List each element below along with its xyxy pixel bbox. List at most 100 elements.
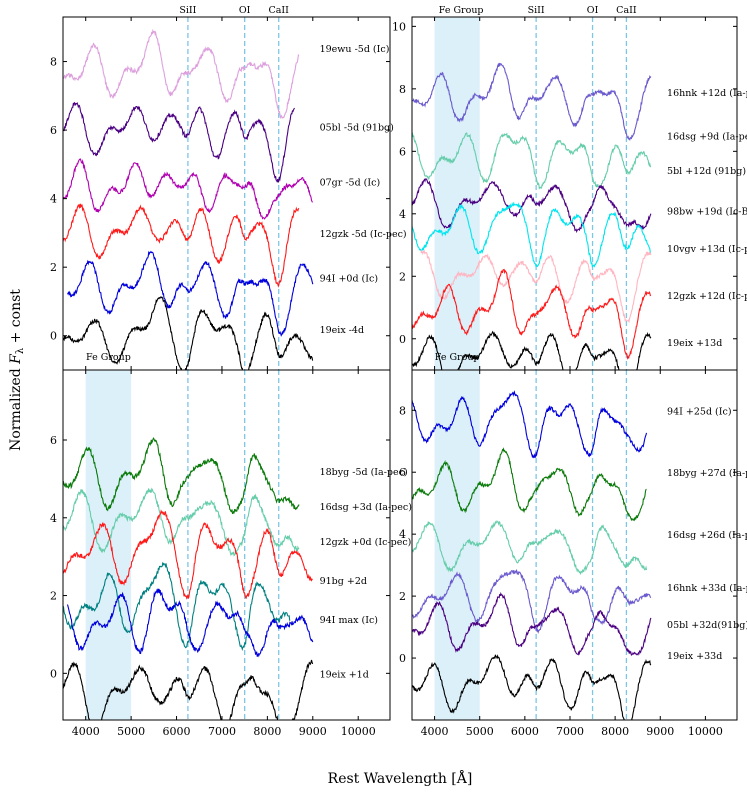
spectrum-label: 16dsg +26d (Ia-pec)	[667, 530, 747, 541]
spectrum-line-16hnk-12d-ia-pec-	[412, 62, 652, 141]
x-tick-label: 7000	[208, 725, 236, 738]
y-axis-title-tail: + const	[8, 289, 24, 348]
spectrum-line-94i-0d-ic-	[67, 250, 314, 337]
spectrum-label: 07gr -5d (Ic)	[320, 178, 381, 189]
panel-bottom-right: Fe Group 94I +25d (Ic) 18byg +27d (Ia-pec)…	[399, 352, 747, 738]
y-tick-label: 4	[399, 208, 406, 221]
line-label-oi: OI	[239, 5, 251, 16]
spectrum-label: 5bl +12d (91bg)	[667, 166, 746, 177]
fe-group-label: Fe Group	[435, 352, 480, 363]
x-tick-label: 4000	[72, 725, 100, 738]
spectrum-line-98bw-19d-ic-bl-	[412, 201, 652, 268]
x-tick-label: 7000	[556, 725, 584, 738]
spectrum-label: 19eix -4d	[320, 325, 364, 336]
line-label-oi: OI	[587, 5, 599, 16]
y-tick-label: 6	[399, 466, 406, 479]
spectrum-line-94i-25d-ic-	[412, 390, 648, 459]
y-tick-label: 0	[50, 330, 57, 343]
y-axis-title-main: Normalized	[8, 364, 24, 451]
line-label-siii: SiII	[179, 5, 196, 16]
spectrum-label: 16hnk +33d (Ia-pec)	[667, 583, 747, 594]
y-tick-label: 0	[399, 652, 406, 665]
fe-group-region	[434, 370, 480, 720]
y-axis-title-symbol: F	[8, 353, 24, 365]
spectrum-line-12gzk-12d-ic-pec-	[412, 268, 652, 360]
spectrum-line-05bl-32d-91bg-	[412, 591, 652, 656]
panel-top-left: SiII OI CaII 19ewu -5d (Ic) 05bl -5d (91bg) 0…	[50, 5, 407, 371]
fe-group-label: Fe Group	[86, 352, 131, 363]
y-axis-title-subscript: λ	[15, 347, 26, 354]
spectrum-label: 16dsg +3d (Ia-pec)	[320, 502, 412, 513]
spectrum-label: 05bl -5d (91bg)	[320, 123, 394, 134]
spectrum-label: 16dsg +9d (Ia-pec)	[667, 132, 747, 143]
x-tick-label: 4000	[421, 725, 449, 738]
line-label-caii: CaII	[616, 5, 637, 16]
y-axis-title: Normalized Fλ + const	[8, 289, 26, 451]
line-label-caii: CaII	[269, 5, 290, 16]
panel-frame	[62, 16, 391, 371]
spectrum-label: 18byg +27d (Ia-pec)	[667, 468, 747, 479]
spectrum-label: 12gzk +0d (Ic-pec)	[320, 537, 412, 548]
x-tick-label: 8000	[601, 725, 629, 738]
y-tick-label: 2	[399, 270, 406, 283]
y-tick-label: 4	[399, 528, 406, 541]
spectrum-line-16dsg-26d-ia-pec-	[412, 520, 648, 576]
spectrum-label: 05bl +32d(91bg)	[667, 620, 747, 631]
spectrum-label: 16hnk +12d (Ia-pec)	[667, 88, 747, 99]
spectrum-label: 19eix +1d	[320, 669, 369, 680]
panel-frame	[62, 369, 391, 721]
spectrum-line-19ewu-5d-ic-	[63, 28, 300, 120]
spectrum-label: 10vgv +13d (Ic-pec)	[667, 244, 747, 255]
spectrum-label: 18byg -5d (Ia-pec)	[320, 467, 408, 478]
x-tick-label: 9000	[299, 725, 327, 738]
spectrum-line-12gzk-5d-ic-pec-	[63, 203, 300, 288]
x-tick-label: 10000	[688, 725, 723, 738]
y-tick-label: 8	[399, 83, 406, 96]
line-label-siii: SiII	[528, 5, 545, 16]
y-tick-label: 2	[50, 261, 57, 274]
fe-group-label: Fe Group	[439, 5, 484, 16]
y-tick-label: 4	[50, 193, 57, 206]
y-tick-label: 2	[399, 590, 406, 603]
spectrum-label: 94I +0d (Ic)	[320, 273, 378, 284]
y-tick-label: 6	[50, 124, 57, 137]
y-tick-label: 0	[50, 667, 57, 680]
panel-frame	[411, 369, 738, 721]
spectrum-line-91bg-2d	[63, 561, 291, 652]
spectrum-line-94i-max-ic-	[66, 588, 314, 658]
y-tick-label: 6	[50, 434, 57, 447]
x-tick-label: 6000	[511, 725, 539, 738]
spectrum-label: 12gzk -5d (Ic-pec)	[320, 229, 407, 240]
x-tick-label: 10000	[341, 725, 376, 738]
spectrum-line-07gr-5d-ic-	[63, 158, 314, 220]
spectrum-line-18byg-5d-ia-pec-	[63, 437, 300, 514]
spectrum-label: 12gzk +12d (Ic-pec)	[667, 291, 747, 302]
y-tick-label: 4	[50, 512, 57, 525]
x-tick-label: 9000	[646, 725, 674, 738]
x-tick-label: 5000	[117, 725, 145, 738]
spectrum-label: 94I +25d (Ic)	[667, 406, 732, 417]
x-tick-label: 8000	[253, 725, 281, 738]
y-tick-label: 10	[392, 20, 406, 33]
panel-bottom-left: Fe Group 18byg -5d (Ia-pec) 16dsg +3d (Ia-…	[50, 352, 412, 738]
y-tick-label: 2	[50, 590, 57, 603]
spectrum-line-16dsg-3d-ia-pec-	[63, 487, 300, 557]
spectrum-line-19eix-1d	[63, 659, 314, 720]
y-tick-label: 8	[50, 56, 57, 69]
y-tick-label: 8	[399, 404, 406, 417]
spectrum-line-19eix-33d	[412, 654, 652, 720]
x-tick-label: 6000	[163, 725, 191, 738]
panel-top-right: Fe Group SiII OI CaII 16hnk +12d (Ia-pec) 16d…	[392, 5, 747, 371]
spectrum-label: 91bg +2d	[320, 576, 367, 587]
x-axis-title: Rest Wavelength [Å]	[328, 769, 473, 787]
x-tick-label: 5000	[466, 725, 494, 738]
spectrum-label: 94I max (Ic)	[320, 615, 378, 626]
y-tick-label: 0	[399, 333, 406, 346]
spectrum-label: 19eix +33d	[667, 651, 722, 662]
spectrum-line-10vgv-13d-ic-pec-	[420, 249, 652, 324]
y-tick-label: 6	[399, 145, 406, 158]
spectrum-line-05bl-5d-91bg-	[63, 101, 295, 183]
spectrum-label: 98bw +19d (Ic-BL)	[667, 207, 747, 218]
spectrum-line-18byg-27d-ia-pec-	[412, 447, 647, 522]
